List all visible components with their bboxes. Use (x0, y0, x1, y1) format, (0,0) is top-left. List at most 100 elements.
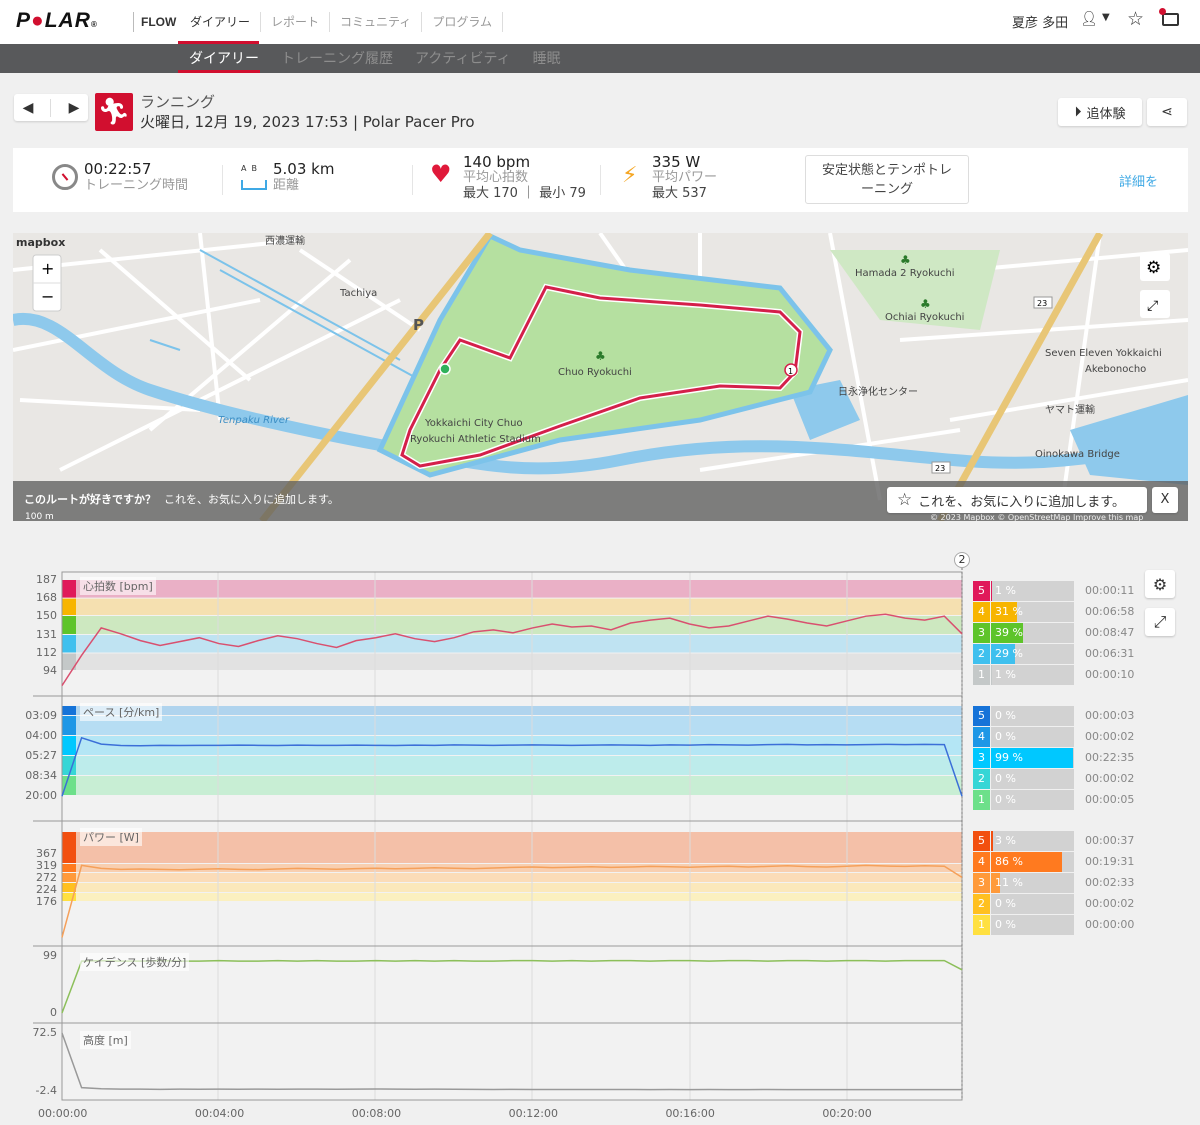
map-label: Seven Eleven Yokkaichi (1045, 348, 1162, 359)
favorite-sub: これを、お気に入りに追加します。 (164, 493, 339, 506)
zoom-out-button[interactable]: − (41, 287, 54, 306)
favorite-prompt: このルートが好きですか？ (24, 493, 156, 506)
zone-time: 00:19:31 (1085, 855, 1135, 868)
zone-row-pace[interactable]: 3 99 % (973, 748, 1074, 768)
zone-row-power[interactable]: 3 11 % (973, 873, 1074, 893)
polar-logo[interactable]: P●LAR® (16, 9, 98, 32)
zone-number: 5 (973, 581, 990, 601)
replay-button[interactable]: ⏵ 追体験 (1058, 98, 1142, 126)
zone-strip (62, 653, 76, 670)
zone-strip (62, 756, 76, 775)
user-icon[interactable]: 👤︎ (1080, 11, 1098, 27)
subnav-training-history[interactable]: トレーニング履歴 (281, 51, 393, 67)
zone-bar-fill (991, 831, 994, 851)
mapbox-logo[interactable]: mapbox (16, 236, 65, 249)
zone-row-pace[interactable]: 4 0 % (973, 727, 1074, 747)
zone-number: 4 (973, 602, 990, 622)
zone-strip (62, 716, 76, 735)
close-favorite-button[interactable]: X (1152, 487, 1178, 513)
zone-row-hr[interactable]: 1 1 % (973, 665, 1074, 685)
chart-expand-button[interactable]: ⤢ (1145, 608, 1175, 636)
zone-row-power[interactable]: 4 86 % (973, 852, 1074, 872)
user-name[interactable]: 夏彦 多田 (1012, 16, 1069, 31)
lap-marker[interactable]: 2 (954, 552, 970, 568)
zoom-in-button[interactable]: + (41, 259, 54, 278)
zone-band (62, 616, 962, 634)
zone-time: 00:06:58 (1085, 605, 1135, 618)
replay-label: 追体験 (1086, 106, 1126, 122)
zone-row-pace[interactable]: 2 0 % (973, 769, 1074, 789)
main-nav: ダイアリー レポート コミュニティ プログラム (180, 12, 503, 32)
map-label: ヤマト運輸 (1045, 403, 1095, 416)
avg-power-label: 平均パワー (652, 170, 718, 185)
altitude-chart-label: 高度 [m] (80, 1031, 131, 1049)
zone-time: 00:02:33 (1085, 876, 1135, 889)
zone-row-hr[interactable]: 4 31 % (973, 602, 1074, 622)
zone-row-power[interactable]: 2 0 % (973, 894, 1074, 914)
zone-bar-fill (991, 602, 1017, 622)
zone-row-pace[interactable]: 1 0 % (973, 790, 1074, 810)
map-scale: 100 m (25, 512, 54, 521)
zone-percent: 86 % (995, 855, 1023, 868)
nav-community[interactable]: コミュニティ (330, 12, 423, 32)
zone-bar-fill (991, 644, 1016, 664)
nav-programs[interactable]: プログラム (422, 12, 503, 32)
y-tick-label: 05:27 (25, 749, 57, 762)
subnav-sleep[interactable]: 睡眠 (532, 51, 561, 67)
zone-percent: 0 % (995, 918, 1016, 931)
map-label: 西濃運輸 (265, 234, 305, 247)
play-icon: ⏵ (1074, 104, 1082, 120)
zone-strip (62, 864, 76, 872)
nav-reports[interactable]: レポート (261, 12, 331, 32)
map-attribution[interactable]: © 2023 Mapbox © OpenStreetMap Improve th… (930, 513, 1143, 521)
subnav-activity[interactable]: アクティビティ (415, 51, 511, 67)
zone-time: 00:22:35 (1085, 751, 1135, 764)
zone-row-pace[interactable]: 5 0 % (973, 706, 1074, 726)
map-label: Akebonocho (1085, 364, 1146, 375)
star-icon[interactable]: ☆ (1127, 8, 1145, 30)
map-label: Ryokuchi Athletic Stadium (410, 434, 541, 445)
details-link[interactable]: 詳細を (1119, 175, 1159, 190)
training-charts[interactable] (0, 560, 972, 1125)
power-max: 最大 537 (652, 186, 707, 201)
zone-bar: 0 % (991, 915, 1074, 935)
chevron-down-icon[interactable]: ▼ (1102, 12, 1110, 23)
zone-time: 00:00:02 (1085, 897, 1135, 910)
zone-band (62, 893, 962, 901)
route-map[interactable]: 1 西濃運輸 Tachiya P Chuo Ryokuchi Yokkaichi… (13, 233, 1188, 521)
y-tick-label: 94 (43, 664, 57, 677)
zone-band (62, 653, 962, 670)
zone-row-hr[interactable]: 5 1 % (973, 581, 1074, 601)
zone-band (62, 873, 962, 882)
zone-row-power[interactable]: 5 3 % (973, 831, 1074, 851)
previous-arrow-icon[interactable]: ◀ (22, 99, 34, 116)
next-arrow-icon[interactable]: ▶ (68, 99, 80, 116)
nav-diary[interactable]: ダイアリー (180, 12, 262, 32)
steady-state-tempo-button[interactable]: 安定状態とテンポトレーニング (805, 155, 969, 204)
series-line-0 (61, 613, 963, 687)
nav-active-indicator (178, 41, 259, 44)
zone-row-hr[interactable]: 2 29 % (973, 644, 1074, 664)
y-tick-label: 168 (36, 591, 57, 604)
zone-row-power[interactable]: 1 0 % (973, 915, 1074, 935)
zone-row-hr[interactable]: 3 39 % (973, 623, 1074, 643)
series-line-4 (61, 1032, 963, 1091)
zone-bar: 99 % (991, 748, 1074, 768)
zone-number: 5 (973, 706, 990, 726)
hr-chart-label: 心拍数 [bpm] (80, 577, 156, 595)
notification-icon[interactable] (1159, 8, 1179, 26)
y-tick-label: 187 (36, 573, 57, 586)
add-favorite-button[interactable]: ☆ これを、お気に入りに追加します。 (887, 487, 1147, 513)
zone-bar-fill (991, 581, 992, 601)
lightning-icon: ⚡︎ (622, 163, 638, 188)
chart-settings-button[interactable]: ⚙ (1145, 570, 1175, 598)
zone-percent: 0 % (995, 730, 1016, 743)
zone-bar: 29 % (991, 644, 1074, 664)
heart-icon: ♥ (430, 160, 452, 188)
zone-band (62, 716, 962, 735)
subnav-diary[interactable]: ダイアリー (189, 51, 259, 67)
y-tick-label: 112 (36, 646, 57, 659)
divider (600, 165, 601, 195)
share-button[interactable]: ⋖ (1147, 98, 1187, 126)
add-favorite-label: これを、お気に入りに追加します。 (918, 494, 1125, 510)
